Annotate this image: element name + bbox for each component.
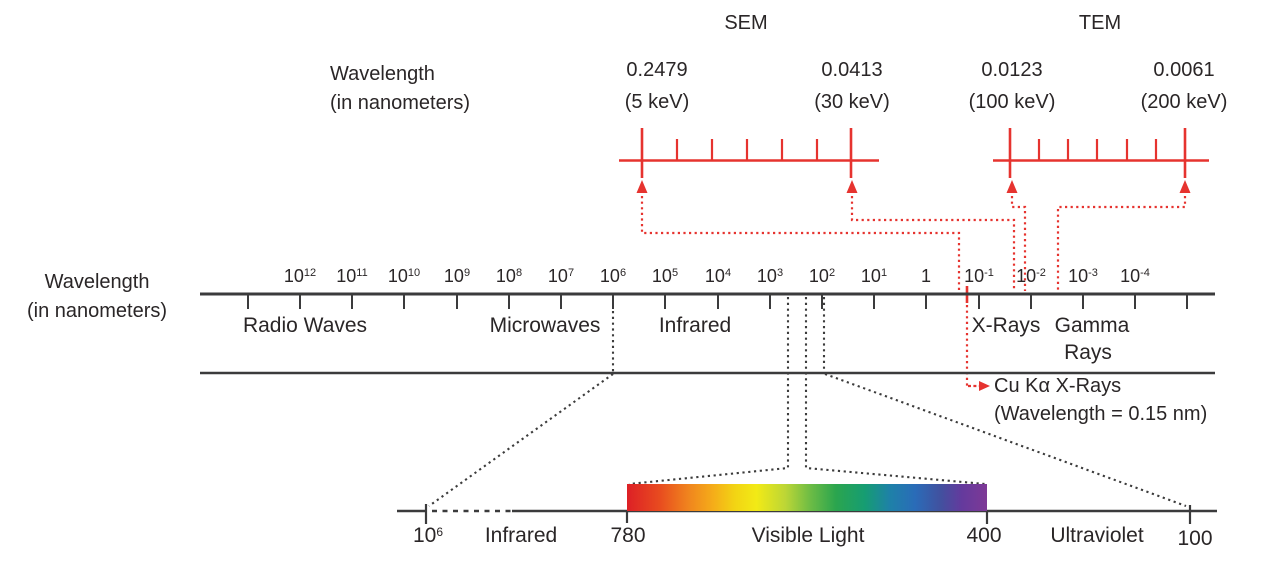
cu-ka-wavelength-label: (Wavelength = 0.15 nm) bbox=[994, 403, 1208, 425]
sem-wavelength-5kev: 0.2479 bbox=[626, 59, 688, 81]
main-axis-label: Wavelength (in nanometers) bbox=[27, 268, 167, 326]
axis-tick-label-1e8: 108 bbox=[495, 266, 523, 286]
visible-light-bar bbox=[627, 484, 987, 511]
tem-energy-200kev: (200 keV) bbox=[1140, 91, 1228, 113]
bottom-region-infrared: Infrared bbox=[484, 524, 558, 547]
right-arrow-icon bbox=[979, 381, 990, 391]
axis-tick-label-1e-1: 10-1 bbox=[964, 266, 994, 286]
axis-tick-label-1e4: 104 bbox=[704, 266, 732, 286]
sem-ruler bbox=[619, 128, 879, 178]
region-gamma: Gamma bbox=[1054, 314, 1130, 337]
axis-tick-label-1e1: 101 bbox=[860, 266, 888, 286]
axis-tick-label-1e10: 1010 bbox=[387, 266, 421, 286]
axis-tick-label-1e12: 1012 bbox=[283, 266, 317, 286]
up-arrow-icons bbox=[636, 180, 1191, 193]
tem-energy-100kev: (100 keV) bbox=[968, 91, 1056, 113]
sem-energy-30kev: (30 keV) bbox=[814, 91, 890, 113]
axis-tick-label-1e2: 102 bbox=[808, 266, 836, 286]
region-x-rays: X-Rays bbox=[971, 314, 1041, 337]
axis-tick-label-1e-2: 10-2 bbox=[1016, 266, 1046, 286]
axis-tick-label-1e-3: 10-3 bbox=[1068, 266, 1098, 286]
axis-tick-label-1e3: 103 bbox=[756, 266, 784, 286]
axis-tick-label-1e-4: 10-4 bbox=[1120, 266, 1150, 286]
axis-tick-label-1: 1 bbox=[920, 266, 932, 286]
axis-tick-label-1e5: 105 bbox=[651, 266, 679, 286]
bottom-region-ultraviolet: Ultraviolet bbox=[1050, 524, 1144, 547]
axis-tick-label-1e11: 1011 bbox=[336, 266, 368, 286]
zoom-connectors bbox=[428, 297, 1187, 507]
red-dotted-connectors bbox=[640, 196, 1187, 291]
main-axis bbox=[200, 292, 1215, 309]
main-axis-label-line1: Wavelength bbox=[44, 271, 150, 293]
bottom-tick-1e6: 106 bbox=[412, 524, 444, 547]
region-radio-waves: Radio Waves bbox=[242, 314, 368, 337]
sem-energy-5kev: (5 keV) bbox=[624, 91, 690, 113]
axis-tick-label-1e6: 106 bbox=[599, 266, 627, 286]
bottom-tick-780: 780 bbox=[610, 524, 646, 547]
bottom-region-visible: Visible Light bbox=[751, 524, 865, 547]
tem-ruler bbox=[993, 128, 1209, 178]
bottom-axis bbox=[397, 504, 1217, 524]
top-wavelength-label-line1: Wavelength bbox=[330, 63, 435, 85]
sem-wavelength-30kev: 0.0413 bbox=[821, 59, 883, 81]
bottom-tick-400: 400 bbox=[966, 524, 1002, 547]
cu-ka-label: Cu Kα X-Rays bbox=[994, 375, 1122, 397]
region-infrared: Infrared bbox=[658, 314, 732, 337]
bottom-tick-100: 100 bbox=[1177, 527, 1213, 550]
main-axis-label-line2: (in nanometers) bbox=[26, 300, 168, 322]
region-gamma-rays: Rays bbox=[1064, 341, 1112, 364]
tem-wavelength-100kev: 0.0123 bbox=[981, 59, 1043, 81]
top-wavelength-label-line2: (in nanometers) bbox=[330, 92, 471, 114]
region-microwaves: Microwaves bbox=[489, 314, 601, 337]
tem-wavelength-200kev: 0.0061 bbox=[1153, 59, 1215, 81]
axis-tick-label-1e9: 109 bbox=[443, 266, 471, 286]
axis-tick-label-1e7: 107 bbox=[547, 266, 575, 286]
top-wavelength-label: Wavelength (in nanometers) bbox=[330, 60, 470, 118]
